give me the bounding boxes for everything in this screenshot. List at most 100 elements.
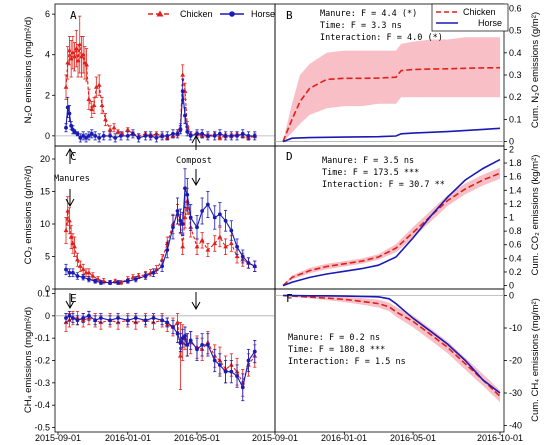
panel-a-horse-point — [185, 129, 190, 134]
panel-letter-a: A — [70, 9, 77, 22]
panel-a-horse-point — [148, 133, 153, 138]
y-tick-label-a: 0 — [45, 131, 50, 141]
panel-e-horse-point — [67, 313, 72, 318]
y-tick-label-a: 4 — [45, 50, 50, 60]
panel-e-horse-point — [171, 325, 175, 329]
legend-b-chicken-label: Chicken — [463, 7, 496, 17]
panel-letter-b: B — [286, 9, 293, 22]
panel-a-horse-point — [64, 125, 68, 130]
panel-b-legend: Chicken Horse — [431, 3, 509, 32]
panel-a-horse-point — [81, 133, 86, 138]
panel-a-horse-point — [195, 131, 199, 136]
panel-f-stat-manure: Manure: F = 0.2 ns — [288, 333, 380, 343]
panel-e-horse-point — [93, 318, 98, 323]
manures-annotation: Manures — [54, 147, 90, 310]
panel-b-horse-line — [282, 127, 501, 143]
compost-arrow-e-icon — [191, 301, 201, 311]
panel-c-horse-point — [246, 261, 251, 265]
panel-a-chicken-point — [75, 58, 81, 63]
panel-d-horse-line — [282, 158, 501, 287]
panel-a-chicken-point — [67, 48, 72, 53]
y-tick-label-b: 0.1 — [509, 114, 522, 124]
panel-c-horse-point — [133, 277, 138, 282]
y-tick-label-c: 5 — [45, 252, 50, 262]
y-tick-label-d: 0.2 — [509, 267, 522, 277]
panel-e-horse-point — [125, 318, 130, 323]
panel-a-chicken-point — [115, 129, 121, 134]
panel-c-chicken-point — [182, 214, 188, 220]
panel-e-horse-point — [70, 316, 75, 320]
panel-c-horse-point — [86, 277, 91, 282]
panel-c-horse-point — [64, 267, 68, 272]
panel-e-horse-point — [151, 316, 156, 320]
panel-c-horse-point — [175, 209, 180, 213]
panel-e-horse-point — [183, 334, 187, 338]
panel-a-horse-point — [84, 135, 88, 140]
y-tick-label-d: 1.8 — [509, 158, 522, 168]
panel-c-horse-point — [183, 186, 187, 191]
panel-e-horse-point — [175, 331, 180, 336]
panel-c-horse-point — [108, 280, 112, 285]
panel-c-horse-point — [151, 270, 156, 275]
y-tick-label-f: -10 — [509, 323, 522, 333]
panel-f-ylabel: Cum. CH₄ emissions (mg/m²) — [530, 298, 541, 422]
panel-a-horse-point — [125, 133, 130, 138]
y-tick-label-e: 0.1 — [37, 288, 50, 298]
panel-e-horse-point — [185, 342, 190, 347]
legend-a-chicken-marker — [156, 10, 164, 17]
y-tick-label-d: 1 — [509, 213, 514, 223]
y-tick-label-e: -0.5 — [34, 423, 50, 433]
y-tick-label-b: 0 — [509, 137, 514, 147]
panel-e: 0.1 0 -0.1 -0.2 -0.3 -0.4 -0.5 — [34, 288, 276, 435]
panel-e-horse-point — [81, 316, 86, 320]
panel-a-chicken-point — [107, 127, 113, 132]
panel-e-horse-point — [75, 318, 80, 323]
panel-c-horse-point — [165, 248, 170, 252]
panel-letter-e: E — [70, 292, 77, 305]
y-tick-label-f: 0 — [509, 291, 514, 301]
panel-d: 0 0.2 0.4 0.6 0.8 1 1.2 1.4 1.6 1.8 2 — [274, 144, 522, 291]
panel-a-horse-point — [72, 129, 77, 134]
panel-e-horse-point — [240, 385, 245, 390]
panel-e-horse-point — [99, 316, 103, 320]
panel-a-horse-point — [240, 131, 245, 136]
panel-a-chicken-point — [70, 50, 76, 55]
panel-a-chicken-point — [72, 54, 77, 59]
panel-a-horse-point — [205, 133, 210, 138]
y-tick-label-a: 6 — [45, 9, 50, 19]
panel-a-horse-point — [86, 133, 91, 138]
panel-d-stat-interaction: Interaction: F = 30.7 ** — [322, 180, 445, 190]
panel-a-horse-point — [171, 131, 175, 136]
manures-arrow-e-icon — [65, 300, 75, 310]
panel-e-horse-point — [178, 340, 183, 345]
legend-b-box — [431, 3, 509, 32]
panel-e-horse-point — [217, 363, 222, 367]
panel-a-horse-point — [183, 113, 187, 118]
panel-a-chicken-point — [153, 131, 159, 136]
x-tick-left-2015-09-01: 2015-09-01 — [35, 433, 81, 443]
y-tick-label-e: -0.4 — [34, 400, 50, 410]
panel-a-horse-point — [113, 135, 118, 140]
panel-c-horse-point — [75, 274, 80, 278]
panel-c-horse-point — [252, 264, 257, 269]
panel-b: 0 0.1 0.2 0.3 0.4 0.5 0.6 — [274, 3, 522, 147]
panel-e-horse-point — [195, 347, 199, 352]
panel-a-legend: Chicken Horse — [148, 9, 275, 19]
panel-a: 0 2 4 6 — [45, 3, 276, 147]
compost-arrow-up-icon — [191, 134, 201, 144]
panel-c-horse-line — [65, 188, 256, 284]
panel-c-horse-point — [180, 222, 185, 226]
panel-c-horse-point — [217, 212, 222, 217]
panel-c-chicken-point — [130, 274, 136, 279]
panel-a-chicken-point — [180, 72, 186, 77]
panel-c-chicken-point — [77, 263, 83, 268]
y-tick-label-d: 0.8 — [509, 226, 522, 236]
panel-a-horse-point — [131, 131, 135, 136]
panel-e-horse-point — [64, 316, 68, 320]
y-tick-label-d: 1.4 — [509, 185, 522, 195]
x-tick-right-2015-09-01: 2015-09-01 — [252, 433, 298, 443]
panel-e-ylabel: CH₄ emissions (mg/m²/d) — [23, 307, 34, 413]
panel-c-horse-point — [223, 218, 228, 223]
panel-c-chicken-point — [90, 273, 96, 278]
panel-c-chicken-point — [217, 234, 223, 239]
